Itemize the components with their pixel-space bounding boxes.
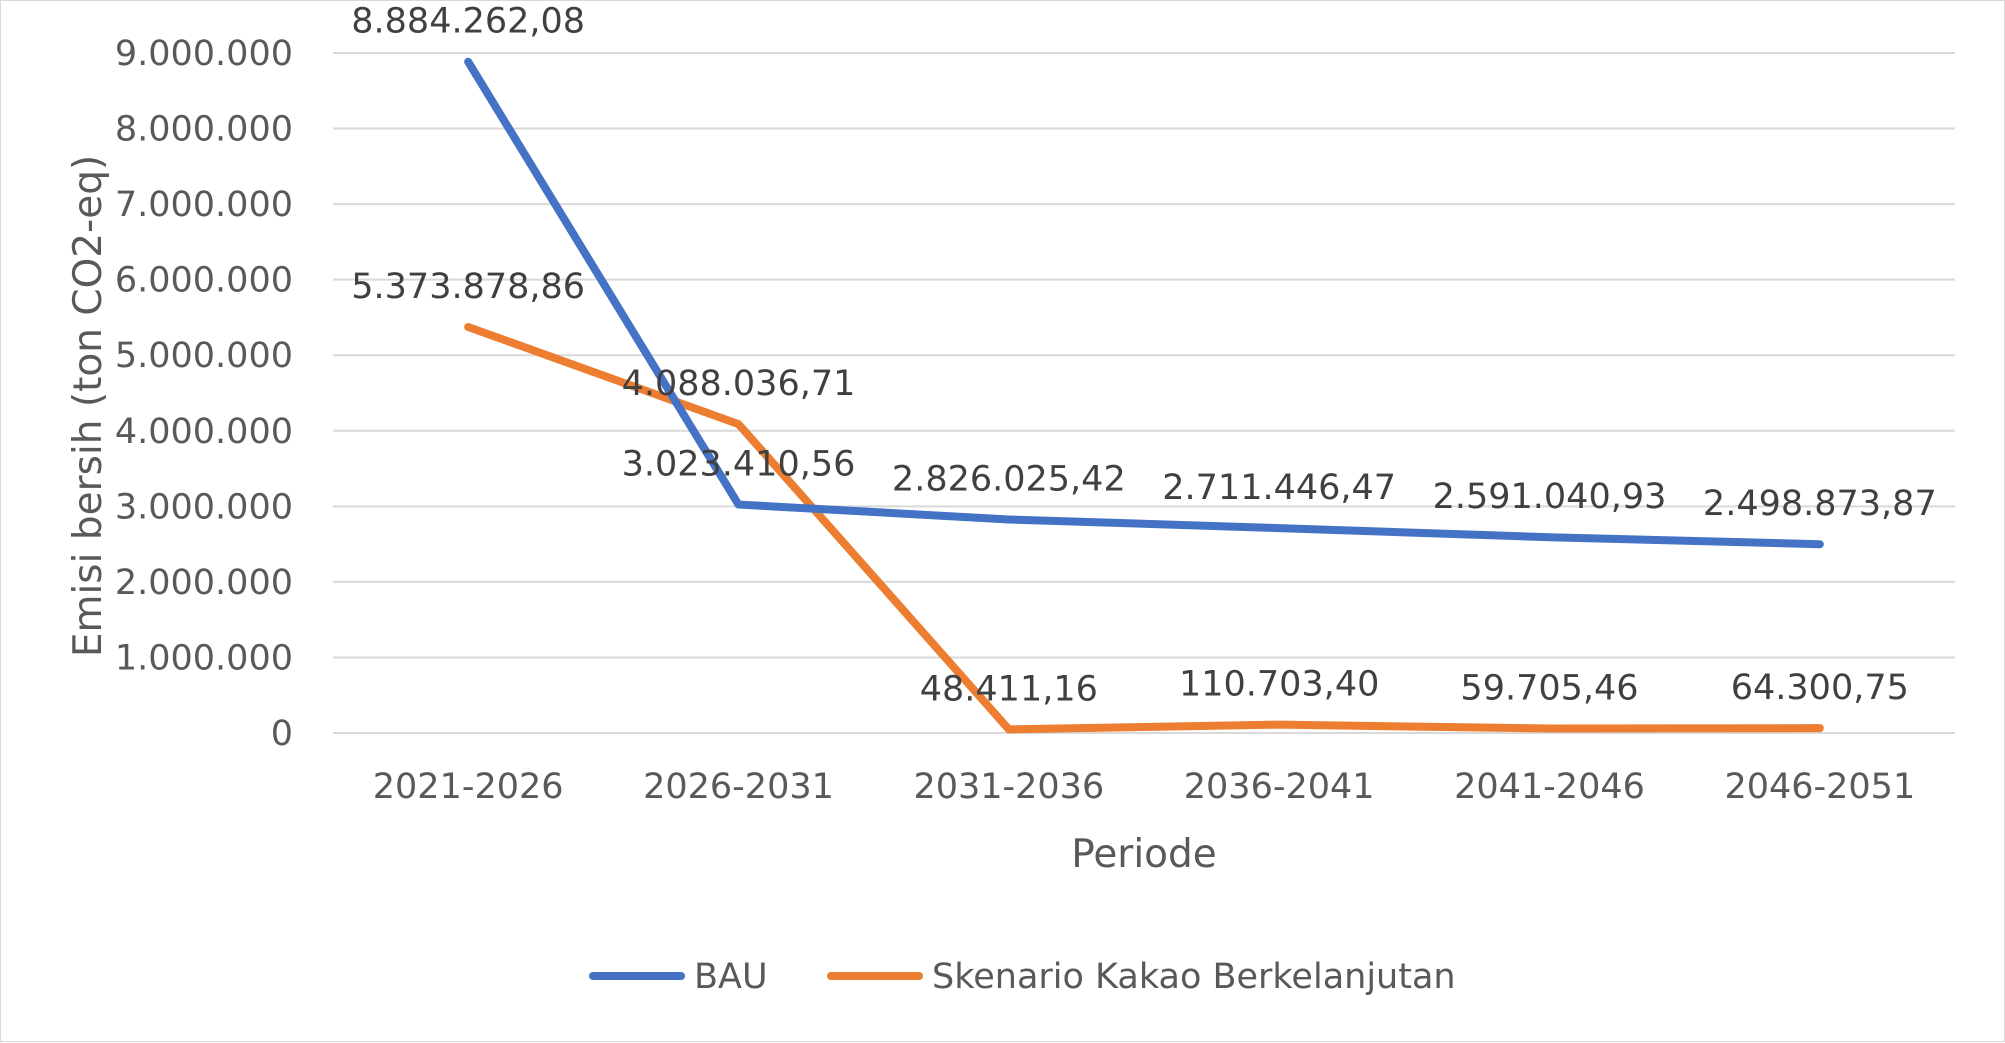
y-tick-label: 3.000.000 — [115, 487, 293, 527]
x-tick-label: 2021-2026 — [373, 767, 564, 807]
data-label: 8.884.262,08 — [351, 2, 585, 42]
y-tick-label: 4.000.000 — [115, 412, 293, 452]
data-label: 59.705,46 — [1460, 668, 1638, 708]
x-tick-label: 2041-2046 — [1454, 767, 1645, 807]
data-label: 2.498.873,87 — [1703, 484, 1937, 524]
data-label: 2.826.025,42 — [892, 459, 1126, 499]
x-axis-ticks: 2021-2026 2026-2031 2031-2036 2036-2041 2041… — [373, 767, 1915, 807]
y-tick-label: 5.000.000 — [115, 336, 293, 376]
data-label: 64.300,75 — [1731, 668, 1909, 708]
x-tick-label: 2026-2031 — [643, 767, 834, 807]
y-tick-label: 1.000.000 — [115, 638, 293, 678]
data-label: 110.703,40 — [1179, 665, 1379, 705]
data-label: 2.591.040,93 — [1433, 477, 1667, 517]
y-tick-label: 7.000.000 — [115, 185, 293, 225]
x-tick-label: 2036-2041 — [1184, 767, 1375, 807]
data-label: 3.023.410,56 — [622, 445, 856, 485]
y-tick-label: 9.000.000 — [115, 34, 293, 74]
x-tick-label: 2031-2036 — [913, 767, 1104, 807]
legend-label: BAU — [694, 957, 768, 997]
gridlines — [333, 53, 1955, 733]
data-label: 2.711.446,47 — [1162, 468, 1396, 508]
y-axis-title: Emisi bersih (ton CO2-eq) — [66, 155, 111, 657]
data-label: 5.373.878,86 — [351, 267, 585, 307]
x-axis-title: Periode — [1071, 832, 1217, 877]
legend: BAU Skenario Kakao Berkelanjutan — [593, 957, 1456, 997]
y-axis-ticks: 0 1.000.000 2.000.000 3.000.000 4.000.000 5.0… — [115, 34, 293, 754]
data-label: 4.088.036,71 — [622, 364, 856, 404]
x-tick-label: 2046-2051 — [1724, 767, 1915, 807]
legend-label: Skenario Kakao Berkelanjutan — [932, 957, 1456, 997]
y-tick-label: 2.000.000 — [115, 563, 293, 603]
data-label: 48.411,16 — [920, 669, 1098, 709]
y-tick-label: 8.000.000 — [115, 110, 293, 150]
y-tick-label: 6.000.000 — [115, 261, 293, 301]
y-tick-label: 0 — [271, 714, 293, 754]
